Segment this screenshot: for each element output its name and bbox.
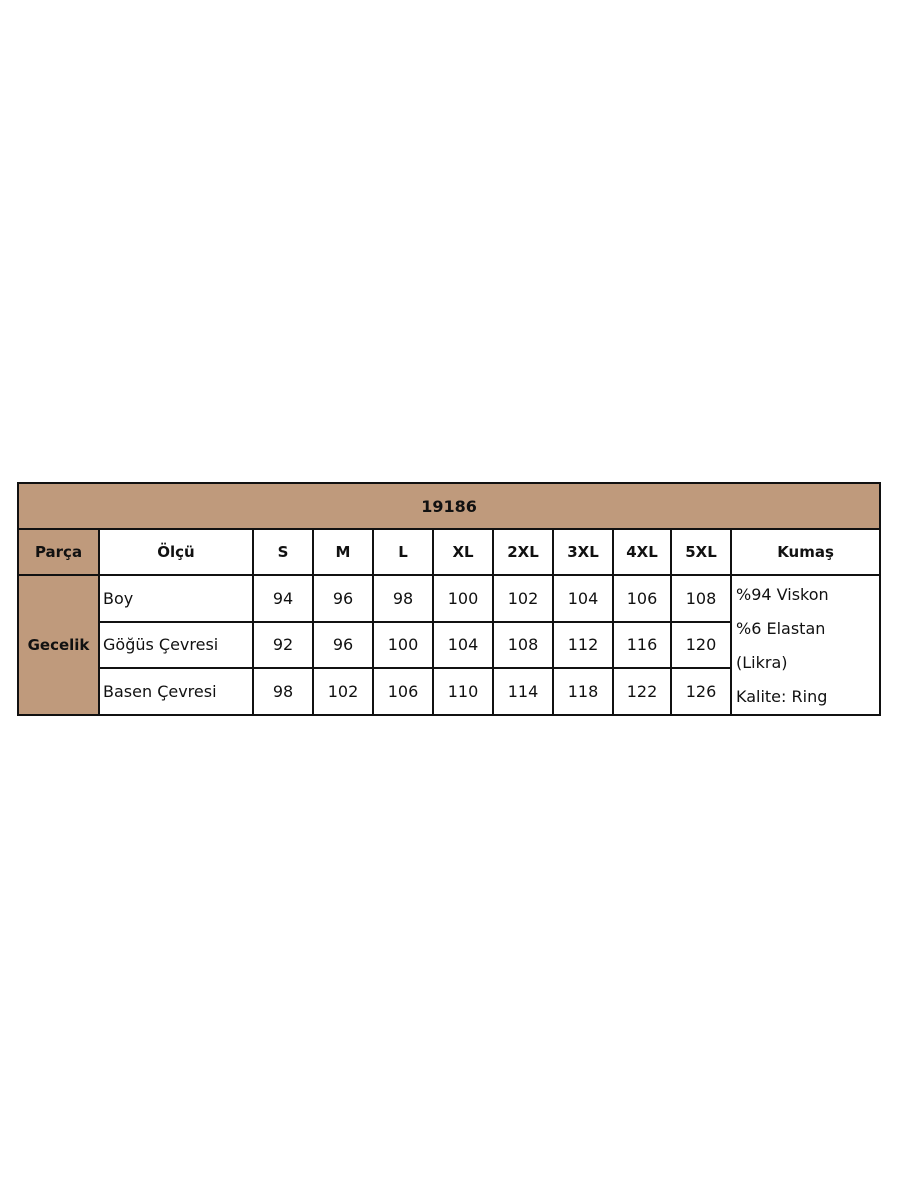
row-label: Boy bbox=[98, 574, 254, 623]
header-size: 3XL bbox=[552, 528, 614, 576]
header-fabric: Kumaş bbox=[729, 528, 882, 576]
cell: 116 bbox=[612, 620, 672, 670]
cell: 102 bbox=[312, 667, 374, 716]
fabric-line: %6 Elastan bbox=[736, 619, 826, 638]
fabric-info: %94 Viskon %6 Elastan (Likra) Kalite: Ri… bbox=[729, 574, 882, 716]
cell: 96 bbox=[312, 574, 374, 623]
header-size: S bbox=[252, 528, 314, 576]
table-row: Göğüs Çevresi 92 96 100 104 108 112 116 … bbox=[18, 620, 880, 670]
part-name: Gecelik bbox=[17, 574, 100, 716]
cell: 114 bbox=[492, 667, 554, 716]
header-size: M bbox=[312, 528, 374, 576]
cell: 118 bbox=[552, 667, 614, 716]
fabric-line: (Likra) bbox=[736, 653, 788, 672]
header-part: Parça bbox=[17, 528, 100, 576]
cell: 120 bbox=[670, 620, 732, 670]
table-row: Basen Çevresi 98 102 106 110 114 118 122… bbox=[18, 667, 880, 716]
header-size: L bbox=[372, 528, 434, 576]
header-row: Parça Ölçü S M L XL 2XL 3XL 4XL 5XL Kuma… bbox=[17, 528, 882, 576]
cell: 122 bbox=[612, 667, 672, 716]
cell: 96 bbox=[312, 620, 374, 670]
table-title: 19186 bbox=[16, 482, 882, 530]
cell: 98 bbox=[372, 574, 434, 623]
header-size: 5XL bbox=[670, 528, 732, 576]
cell: 102 bbox=[492, 574, 554, 623]
cell: 112 bbox=[552, 620, 614, 670]
row-label: Basen Çevresi bbox=[98, 667, 254, 716]
row-label: Göğüs Çevresi bbox=[98, 620, 254, 670]
cell: 104 bbox=[432, 620, 494, 670]
header-size: XL bbox=[432, 528, 494, 576]
cell: 92 bbox=[252, 620, 314, 670]
cell: 98 bbox=[252, 667, 314, 716]
cell: 100 bbox=[372, 620, 434, 670]
cell: 126 bbox=[670, 667, 732, 716]
cell: 108 bbox=[492, 620, 554, 670]
fabric-line: %94 Viskon bbox=[736, 585, 829, 604]
cell: 106 bbox=[372, 667, 434, 716]
cell: 106 bbox=[612, 574, 672, 623]
fabric-line: Kalite: Ring bbox=[736, 687, 828, 706]
header-size: 4XL bbox=[612, 528, 672, 576]
cell: 104 bbox=[552, 574, 614, 623]
header-size: 2XL bbox=[492, 528, 554, 576]
cell: 108 bbox=[670, 574, 732, 623]
cell: 100 bbox=[432, 574, 494, 623]
header-measure: Ölçü bbox=[98, 528, 254, 576]
cell: 94 bbox=[252, 574, 314, 623]
size-chart-table: 19186 Parça Ölçü S M L XL 2XL 3XL 4XL 5X… bbox=[16, 482, 882, 716]
cell: 110 bbox=[432, 667, 494, 716]
table-row: Gecelik Boy 94 96 98 100 102 104 106 108… bbox=[17, 574, 882, 716]
